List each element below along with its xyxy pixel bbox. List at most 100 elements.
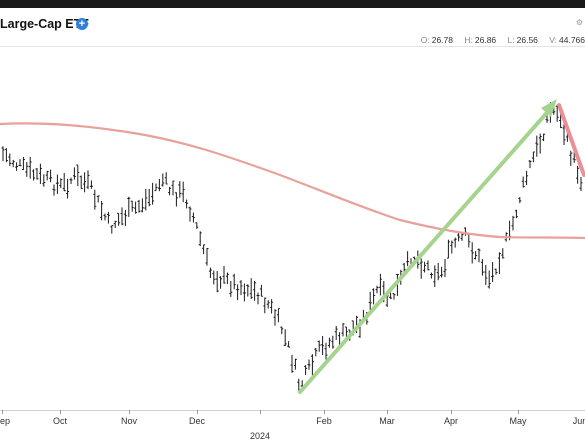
- ohlc-bar: [246, 284, 250, 297]
- ohlc-bar: [1, 146, 5, 162]
- ohlc-bar: [487, 270, 491, 289]
- ohlc-bar: [562, 124, 566, 146]
- ohlc-bar: [103, 213, 107, 221]
- open-label: O:: [420, 35, 430, 45]
- ohlc-bar: [117, 212, 121, 226]
- ohlc-bar: [480, 259, 484, 276]
- uptrend-arrow-head: [541, 99, 557, 117]
- ohlc-bar: [225, 272, 229, 285]
- high-label: H:: [464, 35, 473, 45]
- ohlc-bar: [535, 135, 539, 157]
- ohlc-bar: [236, 284, 240, 301]
- ohlc-bar: [460, 233, 464, 241]
- ohlc-bar: [334, 325, 338, 340]
- x-label-dec: Dec: [188, 416, 206, 426]
- ohlc-bar: [511, 215, 515, 231]
- ohlc-bar: [178, 181, 182, 198]
- settings-icon[interactable]: ⚙: [575, 18, 583, 27]
- ohlc-bar: [32, 169, 36, 181]
- x-label-jun: Jun: [572, 416, 585, 426]
- ohlc-bar: [280, 326, 284, 335]
- ohlc-bar: [283, 329, 287, 347]
- info-circle-icon[interactable]: +: [76, 18, 88, 30]
- ohlc-bar: [290, 354, 294, 373]
- ohlc-bar: [433, 265, 437, 288]
- ohlc-bar: [259, 284, 263, 297]
- ohlc-bar: [62, 172, 66, 192]
- ohlc-bar: [324, 342, 328, 360]
- ohlc-bar: [518, 197, 522, 204]
- ohlc-bar: [440, 266, 444, 278]
- ohlc-bar: [106, 211, 110, 224]
- ohlc-bar: [198, 231, 202, 247]
- x-label-sep: Sep: [0, 416, 11, 426]
- x-tick: [518, 410, 519, 414]
- ohlc-bar: [100, 201, 104, 221]
- ohlc-bar: [256, 292, 260, 305]
- ohlc-bar: [521, 176, 525, 188]
- ohlc-bar: [436, 263, 440, 281]
- ohlc-bar: [263, 297, 267, 314]
- ohlc-bar: [341, 323, 345, 337]
- ohlc-bar: [569, 150, 573, 166]
- downtrend-line: [557, 103, 585, 177]
- ohlc-bar: [181, 181, 185, 203]
- ohlc-bar: [76, 164, 80, 187]
- ohlc-bar: [171, 180, 175, 196]
- ohlc-bar: [110, 224, 114, 234]
- ohlc-bar: [484, 264, 488, 285]
- ohlc-bar: [542, 133, 546, 142]
- ohlc-bar: [232, 273, 236, 290]
- ohlc-bar: [157, 178, 161, 192]
- ohlc-bar: [35, 168, 39, 180]
- ohlc-bar: [375, 285, 379, 294]
- ohlc-bar: [378, 273, 382, 296]
- x-tick: [60, 410, 61, 414]
- ohlc-bar: [215, 271, 219, 293]
- ohlc-bar: [395, 273, 399, 297]
- ohlc-bar: [545, 115, 549, 123]
- ohlc-bar: [538, 133, 542, 154]
- ohlc-bar: [457, 232, 461, 242]
- ohlc-bar: [579, 176, 583, 192]
- ohlc-bar: [463, 227, 467, 236]
- ohlc-bar: [491, 262, 495, 283]
- ohlc-bar: [69, 177, 73, 185]
- price-chart[interactable]: [0, 47, 585, 410]
- ohlc-bar: [191, 212, 195, 223]
- ohlc-bar: [389, 292, 393, 299]
- ohlc-bar: [86, 170, 90, 190]
- ohlc-bar: [321, 335, 325, 356]
- x-label-apr: Apr: [443, 416, 459, 426]
- x-label-oct: Oct: [52, 416, 68, 426]
- ohlc-bar: [317, 340, 321, 352]
- x-label-nov: Nov: [120, 416, 138, 426]
- ohlc-bar: [372, 288, 376, 305]
- ohlc-bar: [576, 165, 580, 184]
- ohlc-bar: [514, 209, 518, 219]
- ohlc-bar: [497, 252, 501, 275]
- ohlc-bar: [25, 162, 29, 177]
- ohlc-bar: [188, 206, 192, 222]
- ohlc-bar: [453, 237, 457, 248]
- ohlc-bar: [120, 207, 124, 226]
- ohlc-bar: [83, 172, 87, 193]
- ohlc-bar: [154, 183, 158, 192]
- ohlc-bar: [287, 341, 291, 348]
- x-tick: [129, 410, 130, 414]
- ohlc-bar: [327, 337, 331, 348]
- ohlc-bar: [168, 186, 172, 196]
- ohlc-readout: O: 26.78 H: 26.86 L: 26.56 V: 44.766: [421, 35, 585, 45]
- ohlc-bar: [470, 242, 474, 264]
- ohlc-bar: [4, 148, 8, 163]
- x-label-mar: Mar: [379, 416, 395, 426]
- ohlc-bar: [528, 160, 532, 169]
- ohlc-bar: [89, 180, 93, 189]
- ohlc-bar: [331, 335, 335, 349]
- x-tick: [260, 410, 261, 414]
- ohlc-bar: [276, 308, 280, 323]
- volume-value: 44.766: [559, 35, 585, 45]
- ohlc-bar: [72, 167, 76, 180]
- ohlc-bar: [249, 278, 253, 299]
- ohlc-bar: [49, 169, 53, 183]
